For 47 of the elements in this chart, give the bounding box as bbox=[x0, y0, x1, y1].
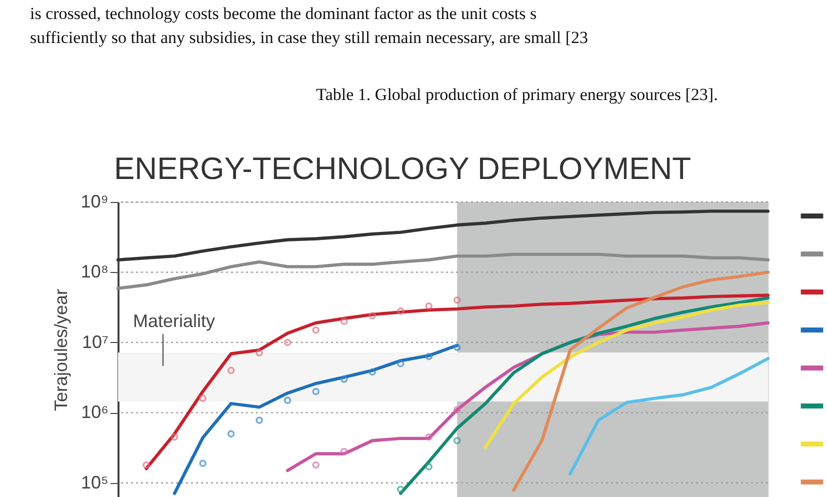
line-series bbox=[116, 252, 770, 290]
point bbox=[340, 318, 348, 325]
line-series bbox=[568, 356, 770, 476]
point bbox=[227, 366, 235, 374]
y-tick-label: 10⁷ bbox=[82, 332, 108, 352]
point bbox=[425, 433, 433, 441]
point bbox=[396, 360, 404, 368]
point bbox=[453, 436, 461, 444]
point bbox=[199, 460, 206, 467]
point bbox=[256, 349, 263, 357]
point bbox=[340, 448, 348, 456]
point bbox=[396, 307, 404, 315]
point bbox=[199, 394, 206, 402]
point bbox=[453, 296, 461, 304]
y-axis-title: Terajoules/year bbox=[50, 288, 71, 412]
text: sufficiently so that any subsidies, in case they still remain necessary, are small [23 bbox=[30, 28, 588, 47]
point bbox=[256, 416, 263, 424]
point bbox=[368, 312, 376, 320]
y-tick-label: 10⁸ bbox=[80, 262, 108, 282]
point bbox=[312, 388, 320, 396]
point bbox=[425, 302, 433, 310]
line-series bbox=[116, 210, 770, 262]
caption: Table 1. Global production of primary energy sources [23]. bbox=[316, 85, 718, 104]
y-tick-label: 10⁶ bbox=[81, 402, 108, 422]
point bbox=[312, 461, 320, 469]
y-tick-label: 10⁵ bbox=[81, 472, 108, 492]
line-series bbox=[484, 300, 770, 450]
point bbox=[425, 463, 433, 470]
point bbox=[170, 433, 178, 441]
point bbox=[368, 368, 376, 376]
point bbox=[453, 344, 461, 352]
annotation: Materiality bbox=[133, 311, 216, 331]
line-series bbox=[172, 344, 459, 495]
chart-title: ENERGY-TECHNOLOGY DEPLOYMENT bbox=[114, 151, 692, 186]
point bbox=[284, 396, 292, 404]
point bbox=[142, 461, 150, 469]
point bbox=[284, 338, 292, 346]
point bbox=[453, 406, 461, 414]
line-series bbox=[399, 296, 770, 495]
text: is crossed, technology costs become the dominant factor as the unit costs s bbox=[30, 4, 537, 23]
point bbox=[396, 486, 404, 493]
y-tick-label: 10⁹ bbox=[80, 192, 108, 212]
point bbox=[425, 352, 433, 360]
point bbox=[312, 326, 320, 334]
point bbox=[227, 430, 235, 438]
line-series bbox=[512, 270, 770, 492]
point bbox=[340, 376, 348, 383]
